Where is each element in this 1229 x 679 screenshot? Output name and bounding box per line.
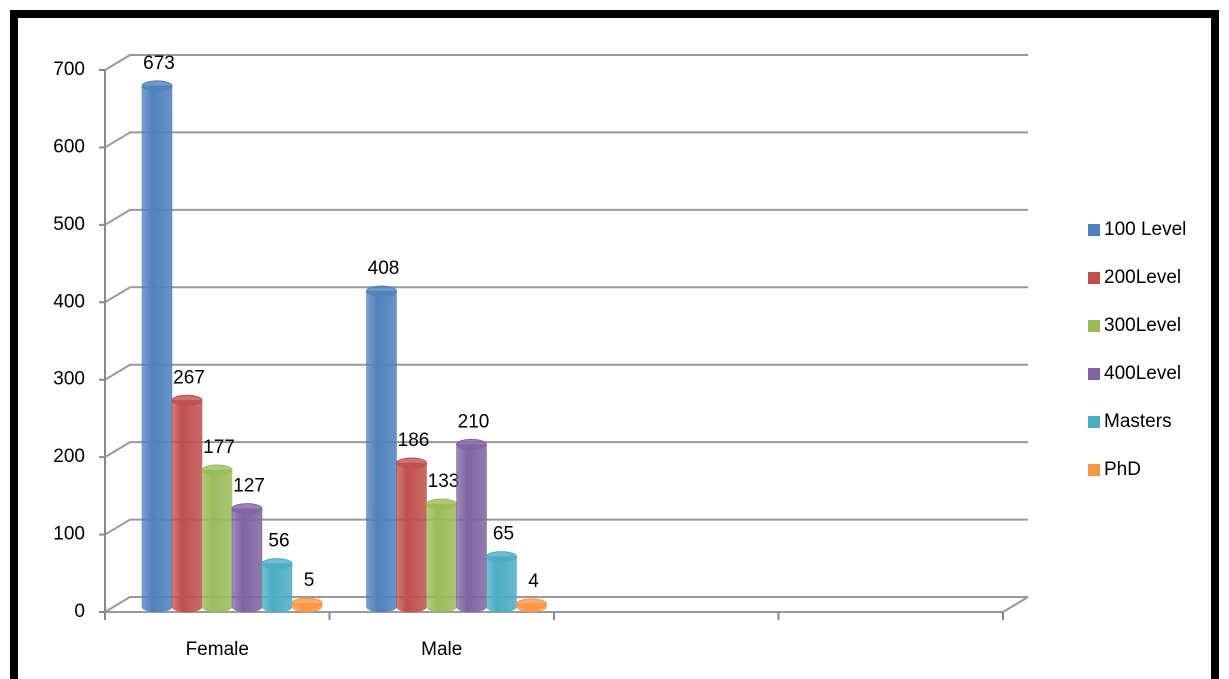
legend-label: 100 Level bbox=[1104, 219, 1186, 240]
y-tick-label: 400 bbox=[53, 291, 85, 312]
y-tick-label: 100 bbox=[53, 524, 85, 545]
bar-cap bbox=[141, 80, 173, 92]
bar-cap bbox=[426, 498, 457, 510]
legend-label: 300Level bbox=[1104, 315, 1181, 336]
grid-line bbox=[104, 363, 1028, 381]
x-tick-label: Female bbox=[186, 639, 249, 660]
grid-line bbox=[104, 441, 1028, 459]
bar-cap bbox=[366, 285, 397, 297]
grid-line bbox=[104, 54, 1028, 71]
bar-cap bbox=[516, 598, 547, 610]
y-tick-label: 600 bbox=[53, 136, 85, 157]
bar-cap bbox=[201, 464, 233, 476]
bar bbox=[141, 85, 173, 613]
x-tick-label: Male bbox=[421, 639, 462, 660]
bar bbox=[261, 563, 293, 613]
bar bbox=[396, 462, 427, 613]
legend-swatch bbox=[1088, 272, 1100, 284]
legend-label: 400Level bbox=[1104, 363, 1181, 384]
data-label: 186 bbox=[398, 430, 430, 451]
y-tick-label: 300 bbox=[53, 369, 85, 390]
legend-swatch bbox=[1088, 464, 1100, 476]
y-tick-label: 500 bbox=[53, 214, 85, 235]
bar bbox=[456, 444, 487, 613]
bar-cap bbox=[456, 438, 487, 450]
data-label: 210 bbox=[458, 411, 490, 432]
data-label: 267 bbox=[173, 367, 205, 388]
grid-line bbox=[104, 131, 1028, 149]
grid-line bbox=[104, 286, 1028, 304]
y-tick-label: 700 bbox=[53, 59, 85, 80]
bar bbox=[201, 469, 233, 613]
bar-cap bbox=[171, 394, 203, 406]
legend-swatch bbox=[1088, 416, 1100, 428]
data-label: 408 bbox=[368, 258, 400, 279]
bar bbox=[426, 503, 457, 613]
legend-swatch bbox=[1088, 224, 1100, 236]
bar bbox=[366, 290, 397, 613]
data-label: 65 bbox=[493, 524, 514, 545]
legend-swatch bbox=[1088, 320, 1100, 332]
legend-swatch bbox=[1088, 368, 1100, 380]
grid-line bbox=[104, 208, 1028, 226]
data-label: 673 bbox=[143, 53, 175, 74]
y-tick-label: 0 bbox=[74, 601, 85, 622]
y-tick-label: 200 bbox=[53, 446, 85, 467]
bar-cap bbox=[261, 558, 293, 570]
data-label: 56 bbox=[268, 531, 289, 552]
bar bbox=[231, 508, 263, 613]
bar bbox=[486, 556, 517, 613]
bar-cap bbox=[396, 457, 427, 469]
legend-label: PhD bbox=[1104, 459, 1141, 480]
grid-line bbox=[104, 596, 1028, 613]
data-label: 177 bbox=[203, 437, 235, 458]
bar-cap bbox=[231, 503, 263, 515]
data-label: 127 bbox=[233, 476, 265, 497]
data-label: 133 bbox=[428, 471, 460, 492]
grid-line bbox=[104, 518, 1028, 536]
bar-cap bbox=[291, 597, 323, 609]
bar-cap bbox=[486, 551, 517, 563]
bar bbox=[171, 400, 203, 613]
data-label: 5 bbox=[304, 570, 315, 591]
legend-label: 200Level bbox=[1104, 267, 1181, 288]
data-label: 4 bbox=[528, 571, 539, 592]
legend-label: Masters bbox=[1104, 411, 1172, 432]
